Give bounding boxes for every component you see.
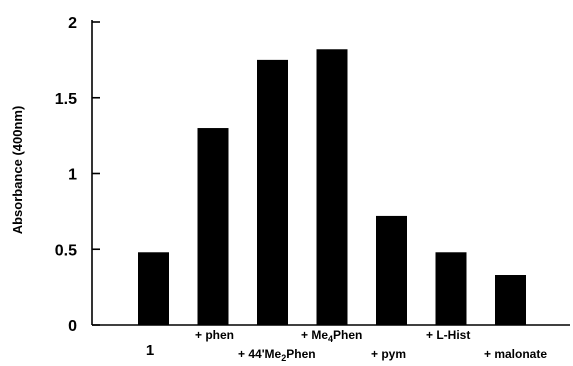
y-axis-label: Absorbance (400nm)	[10, 106, 25, 235]
x-tick-label: + L-Hist	[426, 328, 470, 342]
bar	[257, 59, 288, 325]
bar	[376, 215, 407, 325]
x-tick-label: + pym	[371, 347, 406, 361]
y-axis-ticks: 0 0.5 1 1.5 2	[55, 15, 100, 335]
y-tick-label: 1.5	[55, 91, 77, 108]
x-tick-label: + 44'Me2Phen	[238, 347, 316, 363]
bar	[316, 49, 348, 326]
y-tick-label: 0	[68, 318, 77, 335]
x-tick-label: + Me4Phen	[301, 328, 362, 344]
x-tick-label: + phen	[195, 328, 234, 342]
x-tick-label: + malonate	[484, 347, 547, 361]
x-axis-labels: 1 + phen + 44'Me2Phen + Me4Phen + pym + L-His…	[146, 328, 548, 363]
bar	[495, 275, 526, 325]
y-tick-label: 0.5	[55, 242, 77, 259]
bar	[138, 252, 169, 325]
bar	[197, 128, 229, 325]
bars	[138, 49, 526, 326]
y-tick-label: 1	[68, 167, 77, 184]
x-tick-label: 1	[146, 342, 154, 359]
y-tick-label: 2	[68, 15, 77, 32]
bar	[435, 252, 467, 325]
